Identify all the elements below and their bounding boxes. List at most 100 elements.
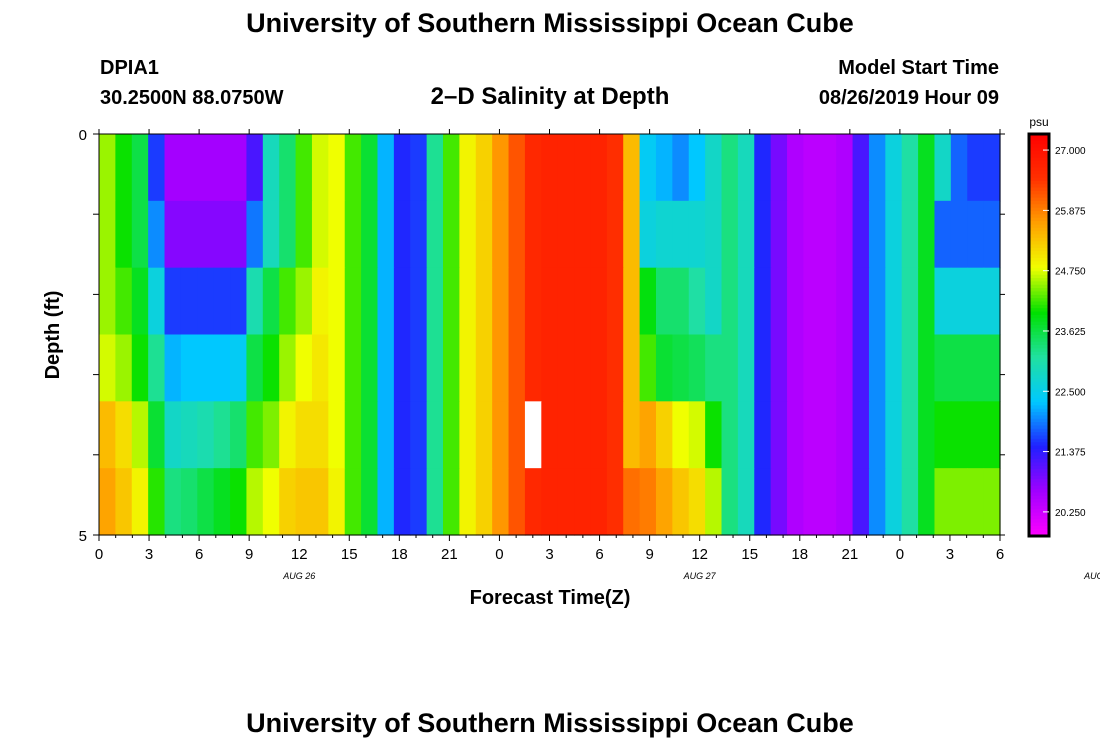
x-axis-label: Forecast Time(Z) [470, 587, 631, 609]
heatmap-cell [590, 334, 608, 402]
heatmap-cell [115, 401, 133, 469]
colorbar-swatch [1029, 304, 1049, 309]
heatmap-cell [148, 134, 166, 202]
heatmap-cell [164, 200, 182, 269]
heatmap-cell [639, 267, 657, 336]
heatmap-cell [541, 134, 559, 202]
heatmap-cell [180, 134, 198, 202]
heatmap-cell [705, 334, 723, 402]
colorbar-swatch [1029, 134, 1049, 138]
heatmap-cell [311, 401, 329, 469]
colorbar-swatch [1029, 385, 1049, 390]
heatmap-cell [819, 401, 837, 469]
colorbar-swatch [1029, 375, 1049, 380]
colorbar-swatch [1029, 499, 1049, 504]
colorbar-swatch [1029, 448, 1049, 453]
heatmap-cell [311, 334, 329, 402]
heatmap-cell [672, 267, 690, 336]
colorbar-swatch [1029, 211, 1049, 215]
colorbar-swatch [1029, 335, 1049, 339]
colorbar-swatch [1029, 378, 1049, 383]
heatmap-cell [836, 401, 854, 469]
heatmap-cell [672, 468, 690, 536]
footer-title: University of Southern Mississippi Ocean… [246, 708, 854, 738]
heatmap-cell [115, 334, 133, 402]
heatmap-cell [770, 200, 788, 269]
heatmap-cell [557, 401, 575, 469]
colorbar-swatch [1029, 502, 1049, 507]
heatmap-cell [901, 267, 919, 336]
heatmap-cell [655, 401, 673, 469]
colorbar-swatch [1029, 314, 1049, 319]
heatmap-cell [852, 200, 870, 269]
heatmap-cell [705, 134, 723, 202]
heatmap-cell [492, 401, 510, 469]
heatmap-cell [721, 401, 739, 469]
colorbar-swatch [1029, 519, 1049, 524]
colorbar-tick-label: 25.875 [1055, 206, 1086, 217]
heatmap-cell [328, 134, 346, 202]
heatmap-cell [721, 134, 739, 202]
heatmap-cell [623, 134, 641, 202]
heatmap-cell [230, 401, 248, 469]
heatmap-cell [672, 200, 690, 269]
colorbar-swatch [1029, 418, 1049, 423]
heatmap-cell [361, 200, 379, 269]
heatmap-cell [361, 267, 379, 336]
heatmap-cell [262, 200, 280, 269]
heatmap-cell [311, 468, 329, 536]
heatmap-cell [328, 334, 346, 402]
x-tick-label: 9 [245, 546, 253, 563]
heatmap-cell [819, 334, 837, 402]
x-tick-label: 15 [741, 546, 758, 563]
heatmap-cell [754, 334, 772, 402]
heatmap-cell [492, 200, 510, 269]
heatmap-cell [705, 267, 723, 336]
heatmap-cell [443, 334, 460, 402]
colorbar-swatch [1029, 522, 1049, 527]
heatmap-cell [787, 267, 805, 336]
colorbar-swatch [1029, 445, 1049, 450]
heatmap-cell [246, 401, 264, 469]
heatmap-cell [443, 468, 460, 536]
heatmap-cell [213, 468, 231, 536]
heatmap-cell [655, 267, 673, 336]
heatmap-cell [410, 401, 428, 469]
heatmap-cell [524, 200, 542, 269]
heatmap-cell [983, 334, 1001, 402]
heatmap-cell [443, 267, 460, 336]
colorbar-swatch [1029, 170, 1049, 175]
y-tick-label: 5 [79, 528, 87, 545]
heatmap-cell [819, 267, 837, 336]
heatmap-cell [590, 468, 608, 536]
colorbar-swatch [1029, 412, 1049, 416]
colorbar-swatch [1029, 157, 1049, 162]
x-tick-label: 15 [341, 546, 358, 563]
heatmap-cell [721, 468, 739, 536]
heatmap-cell [819, 200, 837, 269]
colorbar-swatch [1029, 231, 1049, 236]
heatmap-cell [901, 200, 919, 269]
heatmap-cell [606, 200, 624, 269]
heatmap-cell [934, 401, 952, 469]
colorbar-swatch [1029, 217, 1049, 222]
colorbar-swatch [1029, 455, 1049, 460]
colorbar-swatch [1029, 512, 1049, 517]
colorbar-swatch [1029, 311, 1049, 316]
heatmap-cell [230, 134, 248, 202]
heatmap-cell [246, 267, 264, 336]
colorbar-swatch [1029, 452, 1049, 457]
colorbar: psu 27.000 25.875 24.750 23.625 22.500 21.375 2… [1027, 115, 1086, 538]
x-tick-label: 0 [495, 546, 503, 563]
heatmap-cell [328, 267, 346, 336]
heatmap-cell [492, 468, 510, 536]
heatmap-cell [918, 334, 936, 402]
heatmap-cell [393, 468, 411, 536]
heatmap-cell [148, 401, 166, 469]
heatmap-cell [606, 468, 624, 536]
colorbar-swatch [1029, 365, 1049, 370]
heatmap-cell [983, 200, 1001, 269]
colorbar-swatch [1029, 241, 1049, 246]
heatmap-cell [164, 401, 182, 469]
heatmap-cell [590, 200, 608, 269]
